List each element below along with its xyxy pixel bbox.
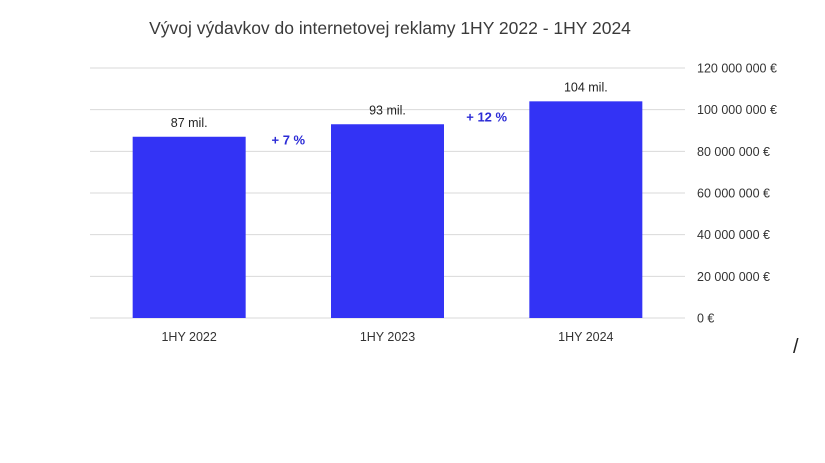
bar [132,136,246,318]
y-tick-label: 20 000 000 € [697,270,770,284]
x-tick-label: 1HY 2024 [558,330,613,344]
data-label: 93 mil. [369,103,406,117]
bar [331,124,444,318]
growth-annotation: + 12 % [466,109,507,124]
data-label: 104 mil. [564,80,608,94]
growth-annotation: + 7 % [272,132,306,147]
slash-mark: / [793,336,799,358]
bar [529,101,643,318]
y-tick-label: 40 000 000 € [697,228,770,242]
y-tick-label: 0 € [697,312,714,326]
y-tick-label: 80 000 000 € [697,145,770,159]
chart-title: Vývoj výdavkov do internetovej reklamy 1… [149,18,631,38]
y-tick-label: 60 000 000 € [697,187,770,201]
y-tick-label: 120 000 000 € [697,62,777,76]
data-label: 87 mil. [171,116,208,130]
x-tick-label: 1HY 2022 [161,330,216,344]
y-tick-label: 100 000 000 € [697,103,777,117]
x-tick-label: 1HY 2023 [360,330,415,344]
